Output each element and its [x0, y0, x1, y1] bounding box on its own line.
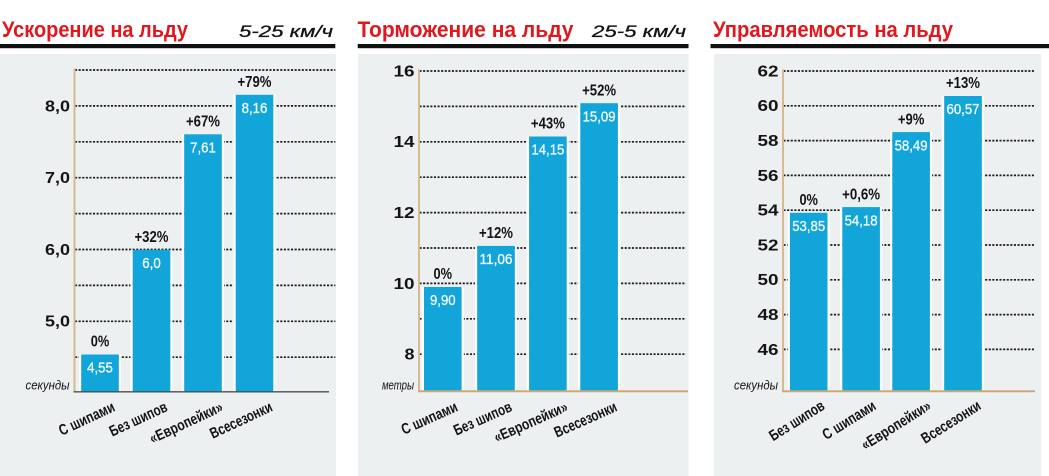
svg-text:0%: 0%: [434, 266, 453, 283]
svg-text:56: 56: [758, 168, 779, 185]
svg-text:7,0: 7,0: [45, 170, 70, 187]
svg-text:+43%: +43%: [531, 116, 565, 133]
svg-text:метры: метры: [382, 378, 414, 393]
svg-text:7,61: 7,61: [190, 140, 216, 157]
svg-text:54,18: 54,18: [845, 212, 878, 229]
svg-text:8,16: 8,16: [242, 100, 268, 117]
svg-text:секунды: секунды: [734, 378, 778, 393]
svg-text:53,85: 53,85: [792, 218, 825, 235]
svg-text:+67%: +67%: [186, 114, 220, 131]
svg-text:14: 14: [394, 134, 415, 151]
svg-text:58,49: 58,49: [895, 137, 928, 154]
svg-text:52: 52: [758, 237, 779, 254]
svg-text:Ускорение на льду: Ускорение на льду: [2, 17, 189, 42]
svg-text:+32%: +32%: [135, 229, 169, 246]
svg-text:+13%: +13%: [946, 75, 980, 92]
svg-text:46: 46: [758, 342, 779, 359]
svg-text:5,0: 5,0: [45, 314, 70, 331]
svg-text:+0,6%: +0,6%: [842, 186, 880, 203]
svg-text:14,15: 14,15: [531, 142, 564, 159]
svg-text:62: 62: [758, 63, 779, 80]
svg-text:12: 12: [394, 205, 415, 222]
svg-text:15,09: 15,09: [583, 108, 616, 125]
svg-text:8,0: 8,0: [45, 98, 70, 115]
svg-text:25-5 км/ч: 25-5 км/ч: [591, 23, 687, 41]
svg-text:8: 8: [405, 347, 415, 364]
svg-text:58: 58: [758, 133, 779, 150]
svg-text:9,90: 9,90: [430, 292, 456, 309]
svg-text:Управляемость на льду: Управляемость на льду: [713, 17, 954, 42]
svg-text:4,55: 4,55: [87, 360, 113, 377]
svg-text:+52%: +52%: [582, 82, 616, 99]
svg-text:+9%: +9%: [898, 111, 925, 128]
svg-text:5-25 км/ч: 5-25 км/ч: [239, 23, 334, 41]
svg-text:6,0: 6,0: [142, 255, 160, 272]
svg-text:секунды: секунды: [26, 378, 70, 393]
svg-text:+12%: +12%: [479, 225, 513, 242]
svg-text:11,06: 11,06: [480, 251, 513, 268]
svg-text:6,0: 6,0: [45, 242, 70, 259]
svg-text:+79%: +79%: [238, 74, 272, 91]
svg-text:16: 16: [394, 63, 415, 80]
svg-text:Торможение на льду: Торможение на льду: [358, 17, 575, 42]
svg-text:50: 50: [758, 272, 779, 289]
svg-text:48: 48: [758, 307, 779, 324]
svg-text:60: 60: [758, 98, 779, 115]
svg-text:0%: 0%: [799, 192, 818, 209]
svg-text:60,57: 60,57: [947, 101, 980, 118]
svg-text:54: 54: [758, 203, 779, 220]
svg-text:10: 10: [394, 276, 415, 293]
svg-text:0%: 0%: [91, 334, 110, 351]
